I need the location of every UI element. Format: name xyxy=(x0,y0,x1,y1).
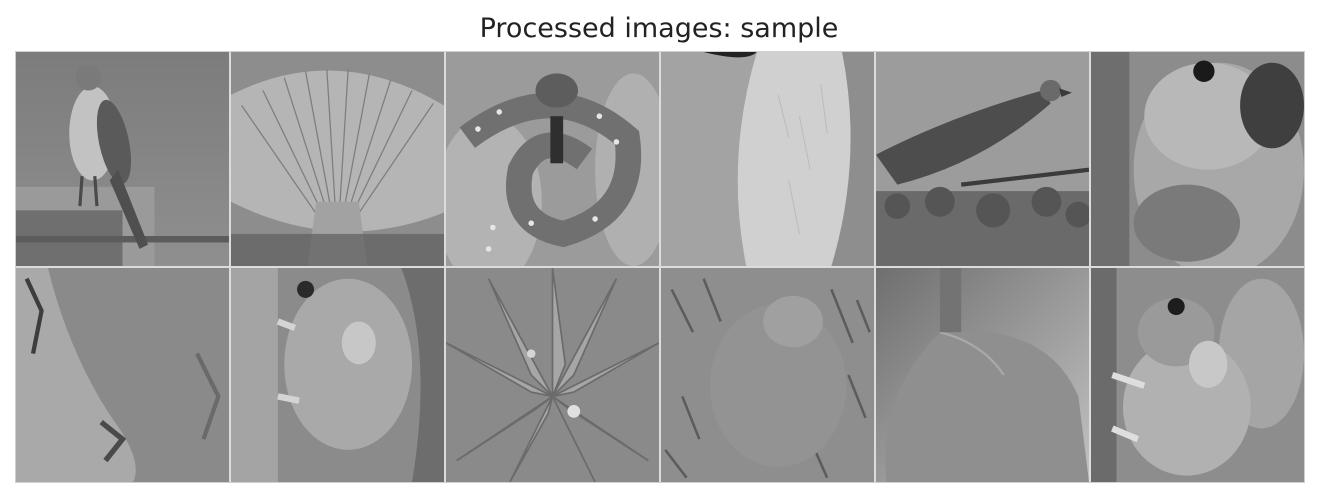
mouse-stem-image xyxy=(1091,268,1304,482)
image-tile-rat xyxy=(876,268,1089,482)
image-tile-hawk xyxy=(16,52,229,266)
image-tile-rodent-grass xyxy=(661,268,874,482)
figure-title: Processed images: sample xyxy=(479,13,839,44)
image-tile-succulent xyxy=(446,268,659,482)
rock-image xyxy=(16,268,229,482)
mushroom-image xyxy=(231,52,444,266)
fur-image xyxy=(661,52,874,266)
hamster-image xyxy=(1091,52,1304,266)
eagle-image xyxy=(876,52,1089,266)
image-tile-mouse-climbing xyxy=(231,268,444,482)
mouse-climbing-image xyxy=(231,268,444,482)
image-tile-fur xyxy=(661,52,874,266)
image-tile-rock xyxy=(16,268,229,482)
rodent-grass-image xyxy=(661,268,874,482)
image-tile-eagle xyxy=(876,52,1089,266)
image-tile-hamster xyxy=(1091,52,1304,266)
image-tile-mushroom xyxy=(231,52,444,266)
succulent-image xyxy=(446,268,659,482)
image-grid xyxy=(15,51,1305,483)
rat-image xyxy=(876,268,1089,482)
image-tile-snake xyxy=(446,52,659,266)
snake-image xyxy=(446,52,659,266)
hawk-image xyxy=(16,52,229,266)
image-tile-mouse-stem xyxy=(1091,268,1304,482)
